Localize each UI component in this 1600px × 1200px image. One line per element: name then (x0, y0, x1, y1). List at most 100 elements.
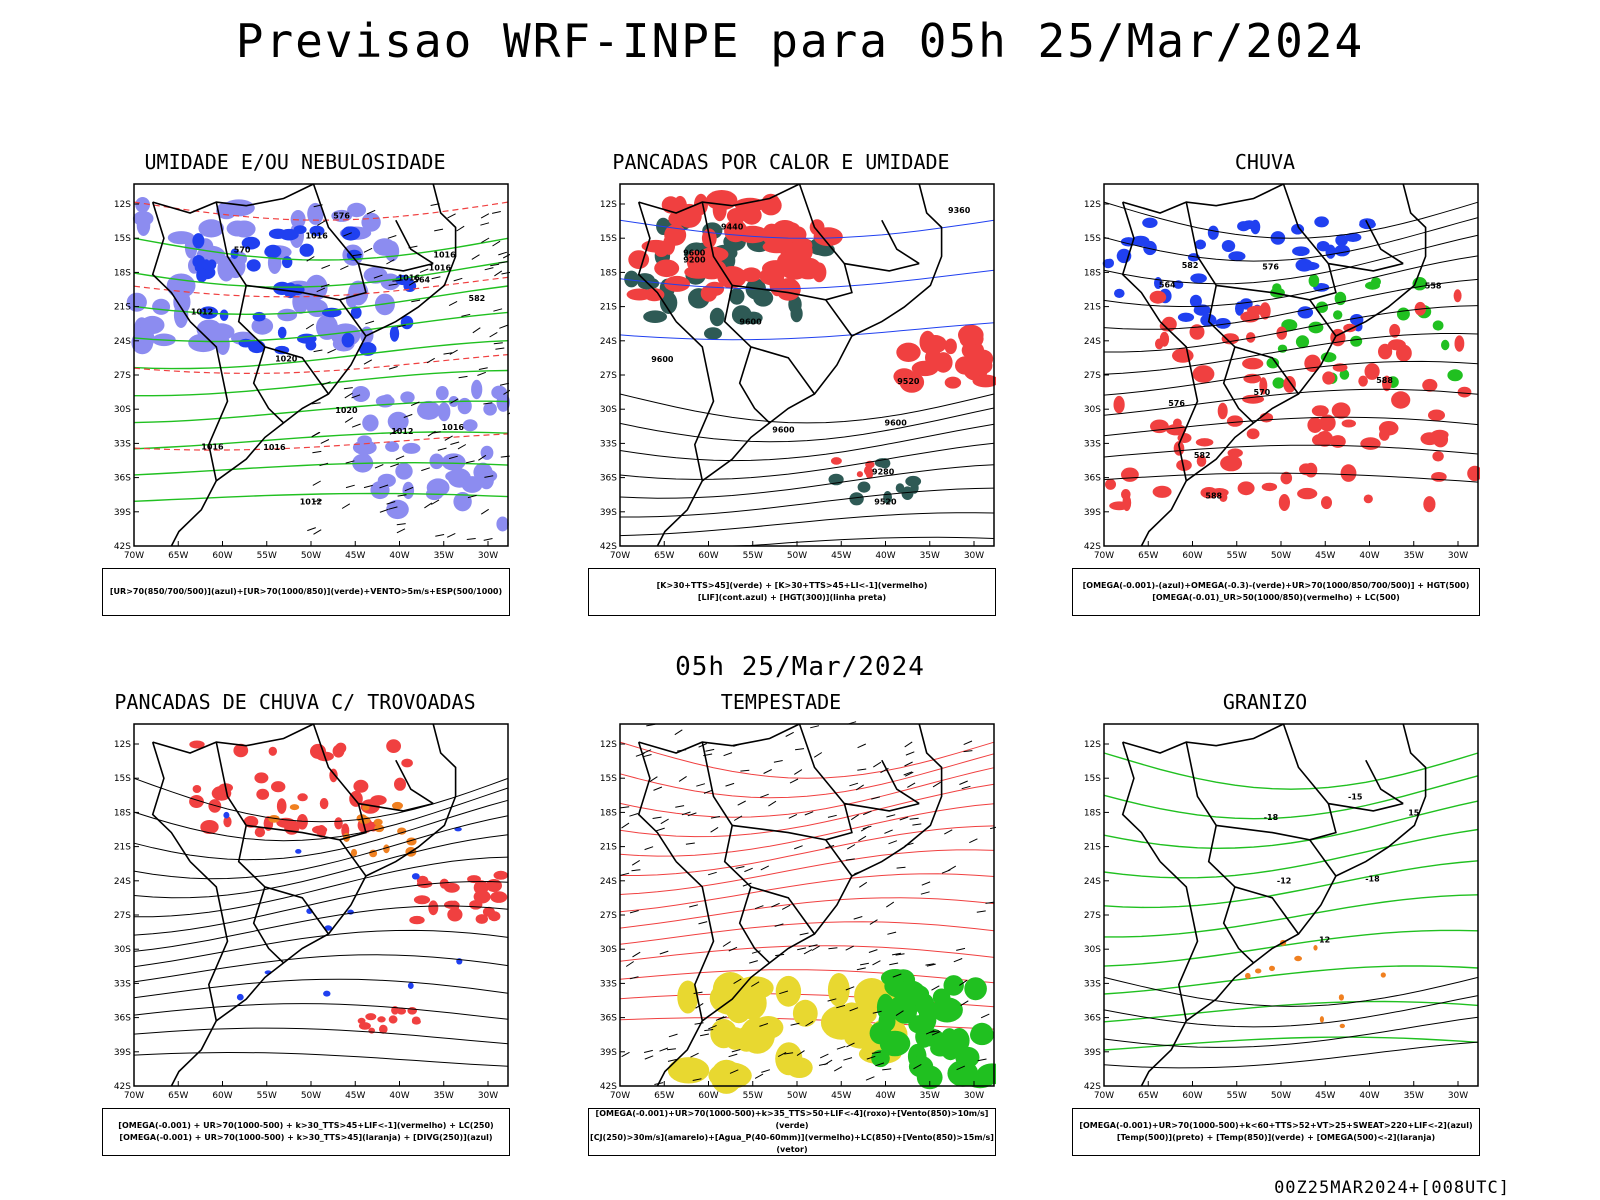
wind-vector-850 (884, 829, 893, 834)
thunderstorm-area (276, 798, 287, 814)
rain-area (1423, 496, 1436, 513)
strong-omega-area (1272, 377, 1285, 389)
hgt300-contour (619, 512, 995, 537)
streamline-250 (133, 1027, 509, 1045)
rain-area (1166, 424, 1187, 436)
lat-tick-label: 18S (600, 268, 617, 278)
strong-wind-area (916, 993, 935, 1018)
lat-tick-label: 33S (114, 979, 131, 989)
convective-instability-area (944, 376, 962, 389)
divergence-area (236, 993, 244, 1001)
contour-label: 1016 (263, 443, 286, 452)
country-border (312, 723, 434, 812)
humidity-mid-area (386, 499, 409, 520)
rain-area (1149, 290, 1167, 304)
wind-vector (397, 494, 407, 497)
wind-vector-850 (685, 842, 695, 845)
wind-vector (379, 484, 389, 489)
lon-tick-label: 35W (920, 551, 940, 561)
strong-wind-area (943, 975, 964, 996)
instability-area (857, 481, 871, 493)
lat-tick-label: 21S (1084, 303, 1101, 313)
omega-area (1221, 240, 1236, 252)
wind-vector-850 (953, 958, 963, 963)
country-border (1365, 759, 1404, 805)
legend-line: [Temp(500)](preto) + [Temp(850)](verde) … (1116, 1133, 1436, 1142)
map-frame (1103, 723, 1479, 1087)
omega-area (1344, 232, 1362, 242)
wind-vector-850 (871, 796, 881, 800)
wind-vector (313, 499, 322, 503)
rain-area (1428, 409, 1445, 421)
precipitable-water-contour (619, 741, 995, 779)
wind-vector-850 (777, 1051, 787, 1058)
humidity-high-area (282, 256, 293, 269)
wind-vector (477, 371, 486, 376)
convective-instability-area (726, 208, 746, 224)
panel-legend: [UR>70(850/700/500)](azul)+[UR>70(1000/8… (102, 568, 510, 616)
country-border (215, 201, 330, 395)
wind-vector (493, 308, 503, 312)
wind-vector-850 (723, 752, 733, 757)
humidity-mid-area (362, 414, 379, 432)
lat-tick-label: 24S (1084, 877, 1101, 887)
humidity-high-area (252, 311, 266, 322)
wind-vector (494, 270, 503, 277)
convective-instability-area (644, 288, 665, 302)
rain-area (1307, 417, 1323, 433)
wind-vector-850 (659, 1047, 669, 1052)
humidity-mid-area (216, 202, 237, 220)
lat-tick-label: 15S (1084, 234, 1101, 244)
rain-area (1316, 431, 1334, 447)
contour-label: 15 (1408, 809, 1420, 818)
humidity-high-area (341, 332, 355, 348)
hgt300-contour (619, 442, 995, 480)
wind-vector-850 (985, 901, 995, 904)
streamline-250 (133, 834, 509, 899)
lat-tick-label: 24S (600, 877, 617, 887)
panel-pancadas-calor: PANCADAS POR CALOR E UMIDADE 9600 9600 960… (566, 150, 996, 620)
lon-tick-label: 40W (875, 1091, 895, 1101)
wind-vector-850 (796, 1050, 805, 1057)
lon-tick-label: 50W (787, 1091, 807, 1101)
contour-label: 582 (1182, 261, 1199, 270)
jet-stream-area (709, 981, 752, 1015)
strong-omega-area (1316, 301, 1328, 313)
wind-vector-850 (643, 1049, 653, 1053)
rain-area (1391, 391, 1411, 409)
map-frame (619, 183, 995, 547)
country-border (825, 263, 853, 301)
legend-line: [CJ(250)>30m/s](amarelo)+[Agua_P(40-60mm… (590, 1133, 994, 1154)
rain-area (1195, 438, 1214, 447)
wind-vector (392, 279, 402, 282)
lat-tick-label: 27S (114, 371, 131, 381)
wind-vector (403, 413, 413, 418)
lat-tick-label: 21S (1084, 843, 1101, 853)
lon-tick-label: 45W (831, 551, 851, 561)
coastline (656, 723, 943, 1087)
wind-vector (467, 494, 477, 499)
lon-tick-label: 30W (1448, 1091, 1468, 1101)
wind-vector (343, 387, 353, 390)
lat-tick-label: 27S (114, 911, 131, 921)
omega-area (1325, 244, 1336, 259)
humidity-mid-area (417, 400, 441, 420)
run-footer: 00Z25MAR2024+[008UTC] (1274, 1178, 1510, 1198)
country-border (701, 201, 816, 395)
omega-area (1131, 235, 1150, 247)
country-border (637, 201, 677, 323)
wind-vector-850 (621, 822, 630, 829)
lon-tick-label: 40W (389, 551, 409, 561)
wind-vector (396, 523, 406, 526)
strong-omega-area (1308, 274, 1320, 288)
map-chuva: 588 588 582 576 570 564 558 582 576 12S 15S 18S 21S 2… (1084, 183, 1480, 561)
lat-tick-label: 12S (600, 200, 617, 210)
omega500-area (1338, 994, 1344, 1001)
wind-vector-850 (675, 805, 685, 808)
lat-tick-label: 15S (600, 774, 617, 784)
lon-tick-label: 60W (698, 1091, 718, 1101)
convective-instability-area (976, 358, 993, 374)
wind-vector-850 (856, 967, 866, 971)
wind-vector-850 (644, 846, 654, 851)
precipitable-water-contour (619, 783, 995, 838)
